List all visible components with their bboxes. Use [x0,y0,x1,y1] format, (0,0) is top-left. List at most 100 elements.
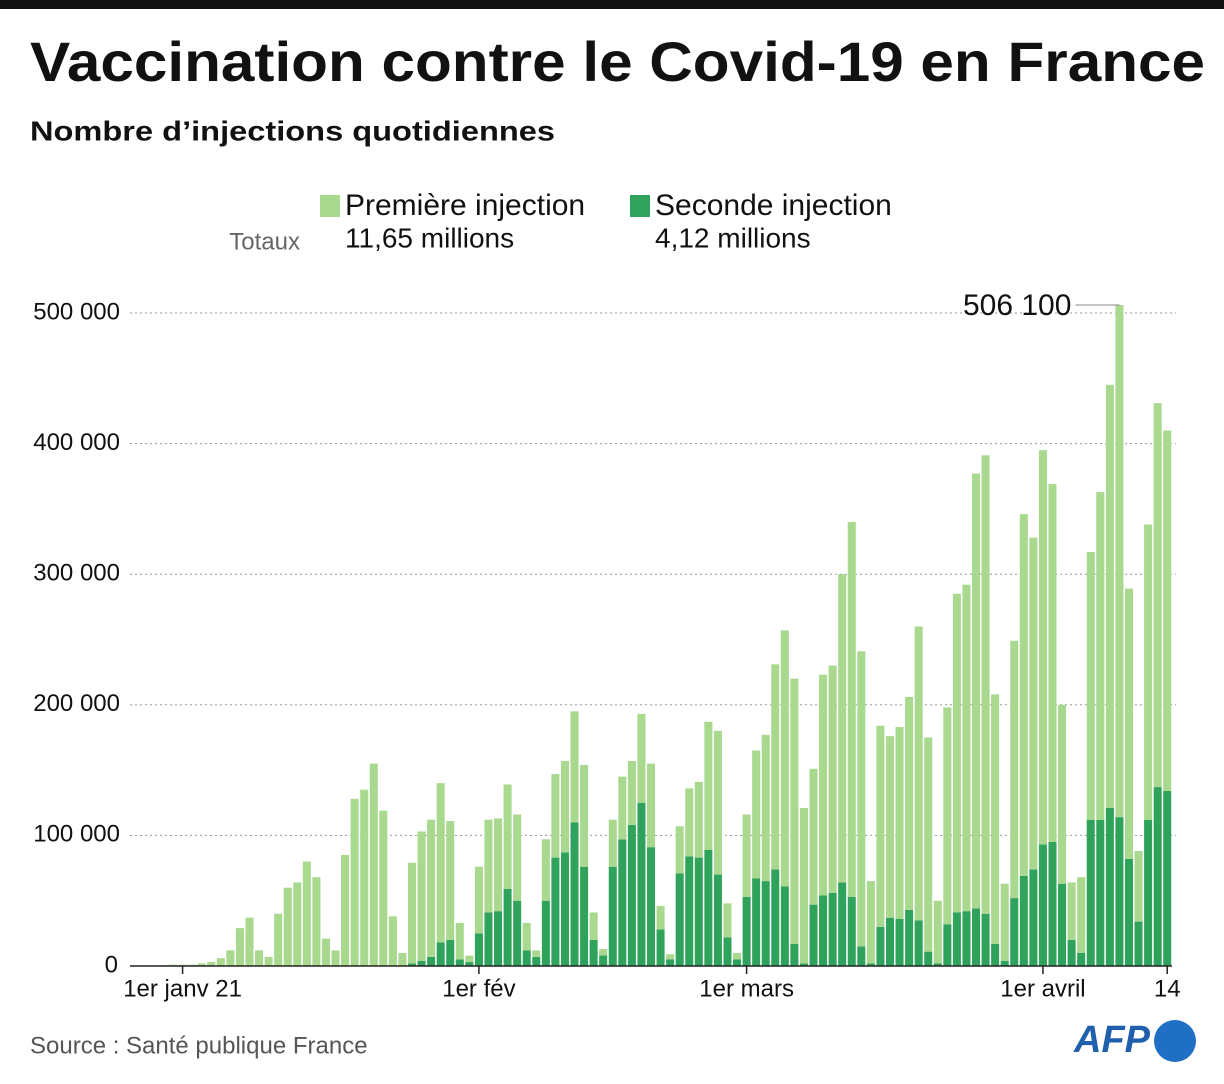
bar [1077,952,1086,966]
bar [799,807,808,964]
bar [1163,430,1172,791]
bar [771,664,780,870]
bar [1038,450,1047,845]
bar [455,959,464,966]
bar [618,839,627,966]
bar [790,943,799,966]
bar [274,913,283,966]
bar [255,950,264,966]
bar [1096,819,1105,966]
bar [637,713,646,803]
bar [991,943,1000,966]
bar [302,861,311,966]
bar [1163,790,1172,966]
bar [1058,704,1067,884]
bar [1010,640,1019,899]
bar [1115,817,1124,966]
bar [455,922,464,960]
bar [331,950,340,966]
bar [972,908,981,966]
bar [541,900,550,966]
bar [1134,851,1143,922]
x-tick-label: 1er mars [699,975,794,1002]
bar [857,651,866,947]
bar [589,939,598,966]
bar [885,736,895,918]
bar [427,819,436,957]
bar [666,959,675,966]
bar [838,882,847,966]
chart-subtitle: Nombre d’injections quotidiennes [30,115,555,146]
bar [646,847,656,966]
bar [407,963,417,966]
bar [522,922,531,951]
bar [847,521,856,897]
source: Source : Santé publique France [30,1032,368,1059]
bar [446,821,455,940]
bar [522,950,531,966]
bar [847,896,856,966]
bar [1105,807,1114,966]
bar [1144,524,1153,820]
bar [819,674,828,896]
bar [876,926,885,966]
bar [494,911,503,966]
bar [608,866,617,966]
bar [1134,921,1143,966]
legend-swatch [320,195,340,217]
bar [1105,384,1114,808]
bar [369,763,378,966]
totals-label: Totaux [229,228,300,255]
bar [809,904,818,966]
bar [1144,819,1153,966]
bar [513,814,522,901]
bar [226,950,235,966]
bar [637,802,646,966]
y-tick-label: 100 000 [33,821,120,848]
bar [895,918,904,966]
bar [952,912,961,966]
bar [436,942,445,966]
bar [1058,883,1067,966]
bar [235,928,244,966]
bar [551,774,560,858]
bar [933,963,942,966]
bar [685,856,694,966]
bar [962,911,971,966]
bar [733,959,742,966]
bar [857,946,866,966]
bar [933,900,942,964]
bar [551,857,560,966]
bar [484,912,493,966]
y-tick-label: 400 000 [33,429,120,456]
legend-total: 4,12 millions [655,222,811,253]
bar [570,822,579,966]
bar [379,810,388,966]
bar [1067,882,1076,940]
y-tick-label: 0 [105,951,118,978]
bar [713,874,722,966]
bar [494,818,503,912]
bar [570,711,579,823]
bar [790,678,799,944]
bar [1029,537,1038,870]
top-rule [0,0,1224,9]
bar [513,900,522,966]
bar [962,584,971,912]
x-tick-label: 14 [1154,975,1181,1002]
bar [417,960,426,966]
bar [580,866,589,966]
bar [580,764,589,867]
bar [866,963,875,966]
x-tick-label: 1er avril [1000,975,1085,1002]
bar [885,917,895,966]
bar [666,954,675,960]
legend-swatch [630,195,650,217]
bar [981,455,990,914]
annotation: 506 100 [963,289,1071,322]
bar [627,760,636,825]
bar [914,920,923,966]
bar [924,951,933,966]
bar [723,937,732,966]
